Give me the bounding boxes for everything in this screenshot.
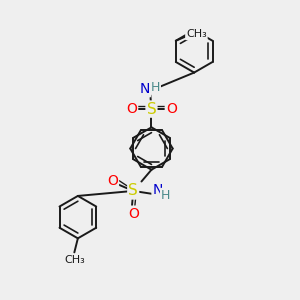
Text: O: O: [107, 174, 118, 188]
Text: S: S: [128, 183, 138, 198]
Text: H: H: [151, 81, 160, 94]
Text: O: O: [166, 102, 177, 116]
Text: N: N: [152, 183, 163, 197]
Text: H: H: [161, 189, 170, 202]
Text: S: S: [147, 102, 156, 117]
Text: N: N: [140, 82, 150, 96]
Text: O: O: [126, 102, 137, 116]
Text: CH₃: CH₃: [64, 254, 85, 265]
Text: O: O: [128, 207, 139, 220]
Text: CH₃: CH₃: [186, 29, 207, 39]
